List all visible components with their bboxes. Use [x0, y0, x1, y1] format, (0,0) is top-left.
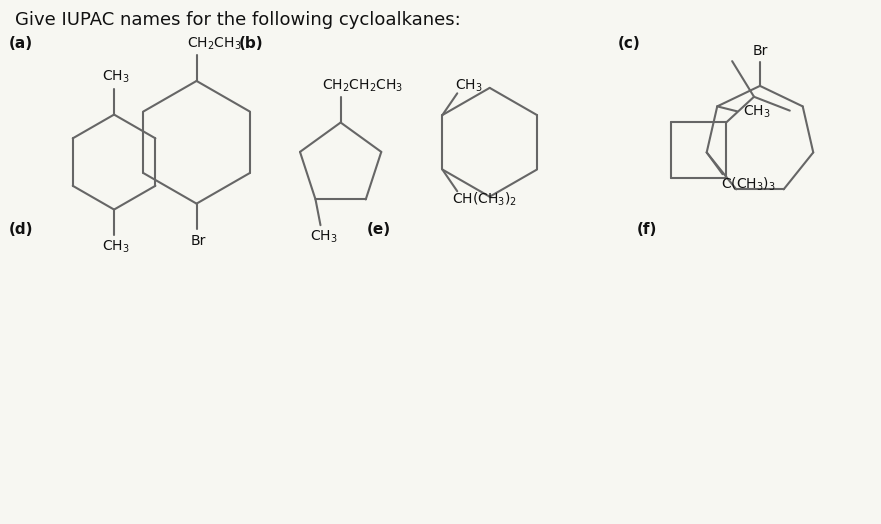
Text: CH$_3$: CH$_3$	[309, 229, 337, 245]
Text: Give IUPAC names for the following cycloalkanes:: Give IUPAC names for the following cyclo…	[15, 10, 461, 29]
Text: (c): (c)	[618, 36, 640, 51]
Text: C(CH$_3$)$_3$: C(CH$_3$)$_3$	[721, 176, 776, 193]
Text: CH(CH$_3$)$_2$: CH(CH$_3$)$_2$	[452, 190, 516, 208]
Text: CH$_2$CH$_2$CH$_3$: CH$_2$CH$_2$CH$_3$	[322, 78, 403, 94]
Text: (f): (f)	[636, 222, 657, 237]
Text: CH$_3$: CH$_3$	[102, 239, 130, 255]
Text: (d): (d)	[9, 222, 33, 237]
Text: Br: Br	[191, 234, 206, 248]
Text: CH$_3$: CH$_3$	[744, 103, 771, 119]
Text: CH$_2$CH$_3$: CH$_2$CH$_3$	[187, 35, 241, 51]
Text: (e): (e)	[366, 222, 390, 237]
Text: Br: Br	[752, 44, 767, 58]
Text: (b): (b)	[239, 36, 263, 51]
Text: (a): (a)	[9, 36, 33, 51]
Text: CH$_3$: CH$_3$	[455, 77, 483, 94]
Text: CH$_3$: CH$_3$	[102, 69, 130, 85]
